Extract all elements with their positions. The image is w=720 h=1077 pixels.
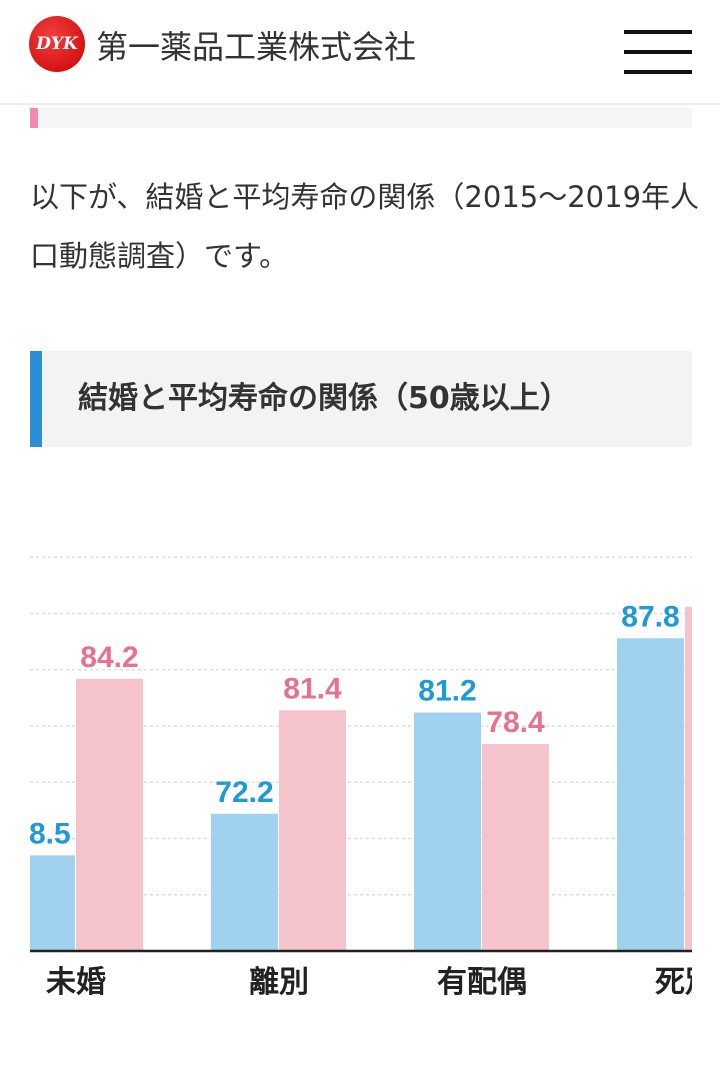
category-label: 有配偶 [437, 965, 527, 1000]
site-header: DYK 第一薬品工業株式会社 [0, 0, 720, 105]
male-value-label: 81.2 [418, 675, 476, 708]
bar-chart: 68.5 84.2 未婚 72.2 81.4 離別 81.2 78.4 有配偶 87.8 死別 [12, 556, 715, 1000]
female-bar [685, 606, 692, 951]
female-value-label: 84.2 [80, 641, 138, 674]
logo-text: DYK [36, 34, 78, 54]
male-value-label: 68.5 [12, 817, 70, 850]
male-bar [211, 813, 278, 951]
male-value-label: 72.2 [215, 776, 273, 809]
female-value-label: 78.4 [486, 706, 545, 739]
category-label: 死別 [655, 965, 715, 1000]
female-bar [482, 744, 549, 951]
female-bar [76, 678, 143, 951]
hamburger-icon[interactable] [624, 30, 692, 74]
intro-paragraph: 以下が、結婚と平均寿命の関係（2015〜2019年人口動態調査）です。 [30, 180, 700, 273]
male-bar [414, 712, 481, 951]
female-value-label: 81.4 [283, 672, 342, 705]
category-label: 離別 [249, 965, 309, 1000]
female-bar [279, 710, 346, 951]
male-value-label: 87.8 [621, 600, 679, 633]
company-logo[interactable]: DYK [29, 16, 85, 72]
previous-section-heading [30, 108, 692, 128]
category-label: 未婚 [46, 965, 106, 1000]
section-heading: 結婚と平均寿命の関係（50歳以上） [30, 351, 692, 447]
male-bar [617, 638, 684, 951]
male-bar [30, 855, 75, 951]
brand-name[interactable]: 第一薬品工業株式会社 [96, 28, 417, 66]
